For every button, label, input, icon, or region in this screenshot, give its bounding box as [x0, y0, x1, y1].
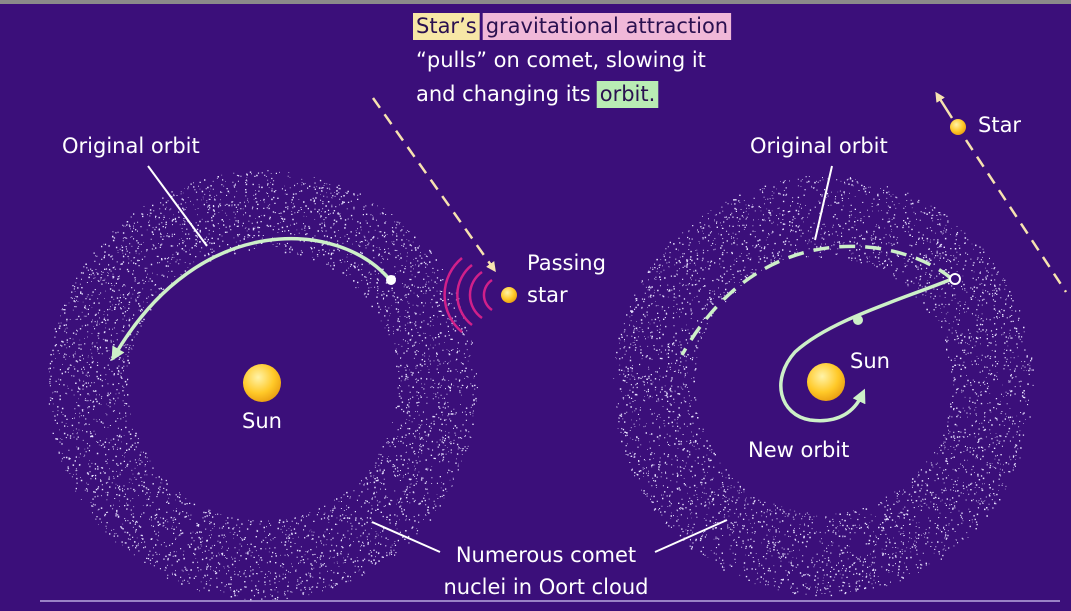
comet-start — [949, 273, 961, 285]
original-orbit — [111, 236, 392, 362]
pointer — [147, 165, 208, 247]
caption-text: orbit. — [600, 82, 656, 106]
highlight — [482, 13, 732, 40]
gravity-waves — [443, 257, 493, 333]
caption-text: and changing its — [416, 82, 591, 106]
pointer — [814, 165, 833, 241]
star-path — [371, 97, 496, 273]
comet — [386, 275, 396, 285]
orbit-label: Original orbit — [750, 134, 888, 158]
pointer — [371, 521, 441, 553]
caption-text: gravitational attraction — [486, 14, 728, 38]
sun — [243, 364, 281, 402]
cloud-label: nuclei in Oort cloud — [443, 575, 648, 599]
caption-text: Star’s — [416, 14, 477, 38]
new-orbit — [779, 277, 953, 423]
caption-text: “pulls” on comet, slowing it — [416, 48, 706, 72]
top-border — [0, 0, 1071, 4]
highlight — [413, 13, 480, 40]
sun — [807, 363, 845, 401]
star-label: Star — [978, 113, 1021, 137]
star-path — [964, 139, 1068, 293]
star-label: Passing — [527, 251, 606, 275]
sun-label: Sun — [850, 349, 890, 373]
star-label: star — [527, 283, 568, 307]
new-orbit-label: New orbit — [748, 438, 849, 462]
sun-label: Sun — [242, 409, 282, 433]
original-orbit — [680, 244, 954, 356]
caption: Star’s gravitational attraction “pulls” on… — [413, 13, 732, 108]
star — [950, 119, 966, 135]
cloud-label: Numerous comet — [456, 543, 636, 567]
highlight — [596, 81, 659, 108]
comet — [853, 315, 863, 325]
orbit-label: Original orbit — [62, 134, 200, 158]
passing-star — [501, 287, 517, 303]
pointer — [654, 519, 728, 553]
star-arrow — [935, 91, 954, 119]
